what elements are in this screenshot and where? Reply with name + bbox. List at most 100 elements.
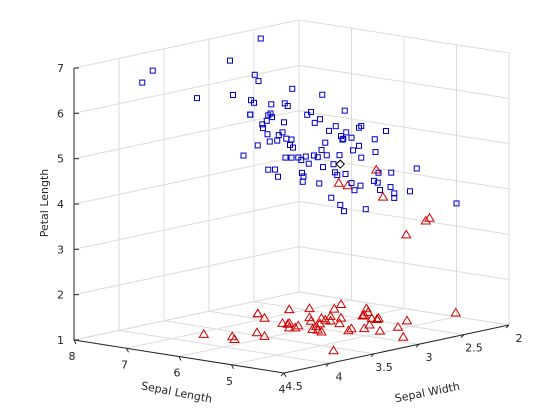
grid-lines bbox=[73, 19, 510, 374]
grid-line bbox=[73, 200, 300, 250]
square-point bbox=[272, 166, 278, 173]
y-tick-label: 6 bbox=[174, 367, 181, 380]
square-point bbox=[268, 101, 275, 108]
x-tick bbox=[370, 353, 375, 358]
z-axis-label: Petal Length bbox=[38, 169, 51, 238]
square-point bbox=[259, 121, 266, 128]
triangle-point bbox=[400, 229, 412, 239]
grid-line bbox=[73, 110, 300, 160]
triangle-point bbox=[307, 323, 318, 333]
y-tick bbox=[231, 364, 234, 369]
square-point bbox=[251, 71, 258, 78]
triangle-point bbox=[328, 303, 340, 313]
square-point bbox=[304, 111, 311, 118]
square-point bbox=[371, 177, 377, 184]
square-point bbox=[372, 149, 379, 156]
triangle-point bbox=[310, 321, 322, 331]
triangle-point bbox=[333, 177, 345, 187]
square-point bbox=[281, 100, 288, 107]
triangle-point bbox=[251, 327, 263, 337]
triangle-point bbox=[366, 313, 378, 323]
square-point bbox=[336, 152, 343, 159]
x-tick-label: 4 bbox=[336, 370, 343, 383]
triangle-point bbox=[342, 180, 354, 190]
square-point bbox=[288, 154, 295, 161]
square-point bbox=[311, 119, 318, 126]
square-point bbox=[316, 180, 323, 187]
grid-line bbox=[126, 299, 352, 349]
square-point bbox=[290, 144, 296, 151]
x-tick bbox=[280, 372, 285, 377]
triangle-point bbox=[283, 304, 295, 314]
square-point bbox=[257, 35, 264, 42]
square-point bbox=[305, 160, 312, 167]
square-point bbox=[453, 200, 460, 207]
square-point bbox=[251, 99, 257, 106]
square-point bbox=[288, 136, 295, 143]
square-point bbox=[149, 67, 156, 74]
z-tick-label: 5 bbox=[57, 153, 64, 166]
triangle-point bbox=[304, 303, 315, 313]
square-point bbox=[254, 142, 261, 149]
square-point bbox=[255, 78, 262, 85]
square-point bbox=[317, 116, 323, 123]
triangle-point bbox=[397, 331, 409, 341]
square-point bbox=[413, 165, 420, 172]
triangle-point bbox=[198, 328, 210, 338]
square-point bbox=[319, 91, 326, 98]
square-point bbox=[371, 136, 378, 143]
triangle-point bbox=[259, 312, 270, 322]
triangle-point bbox=[392, 321, 404, 331]
x-tick-label: 3.5 bbox=[375, 361, 393, 374]
square-point bbox=[139, 79, 146, 86]
square-point bbox=[362, 206, 369, 213]
square-point bbox=[275, 132, 282, 139]
square-point bbox=[328, 194, 335, 201]
x-tick bbox=[415, 343, 420, 348]
y-tick bbox=[126, 348, 129, 353]
x-tick-label: 2 bbox=[516, 332, 523, 345]
grid-line bbox=[73, 64, 300, 114]
triangle-point bbox=[373, 313, 384, 323]
grid-line bbox=[298, 291, 510, 326]
square-point bbox=[281, 119, 287, 126]
square-point bbox=[227, 57, 233, 64]
grid-line bbox=[298, 246, 510, 281]
x-tick-label: 3 bbox=[426, 351, 433, 364]
triangle-point bbox=[328, 345, 339, 355]
square-point bbox=[341, 208, 347, 215]
square-point bbox=[260, 125, 266, 132]
triangle-point bbox=[371, 313, 383, 323]
y-tick-label: 4 bbox=[279, 383, 286, 396]
triangle-point bbox=[377, 191, 389, 201]
triangle-point bbox=[424, 212, 435, 222]
z-tick-label: 3 bbox=[57, 243, 64, 256]
square-point bbox=[358, 154, 365, 161]
square-point bbox=[302, 153, 309, 160]
x-tick-label: 2.5 bbox=[465, 342, 483, 355]
square-point bbox=[339, 136, 346, 143]
triangle-point bbox=[226, 331, 238, 341]
data-points bbox=[139, 35, 462, 355]
diamond-point bbox=[335, 159, 345, 169]
triangle-point bbox=[334, 318, 345, 328]
square-point bbox=[330, 161, 337, 168]
z-tick-label: 1 bbox=[57, 334, 64, 347]
square-point bbox=[323, 152, 330, 159]
square-point bbox=[322, 139, 329, 146]
square-point bbox=[334, 172, 341, 179]
triangle-point bbox=[304, 312, 315, 322]
x-tick-label: 4.5 bbox=[285, 380, 303, 393]
square-point bbox=[407, 188, 413, 195]
y-tick bbox=[283, 372, 287, 378]
square-point bbox=[266, 138, 273, 145]
triangle-point bbox=[325, 310, 336, 320]
triangle-point bbox=[229, 334, 240, 343]
square-point bbox=[274, 137, 281, 144]
square-point bbox=[332, 123, 339, 130]
grid-line bbox=[298, 200, 510, 235]
square-point bbox=[299, 178, 306, 185]
x-axis-line bbox=[283, 324, 510, 374]
